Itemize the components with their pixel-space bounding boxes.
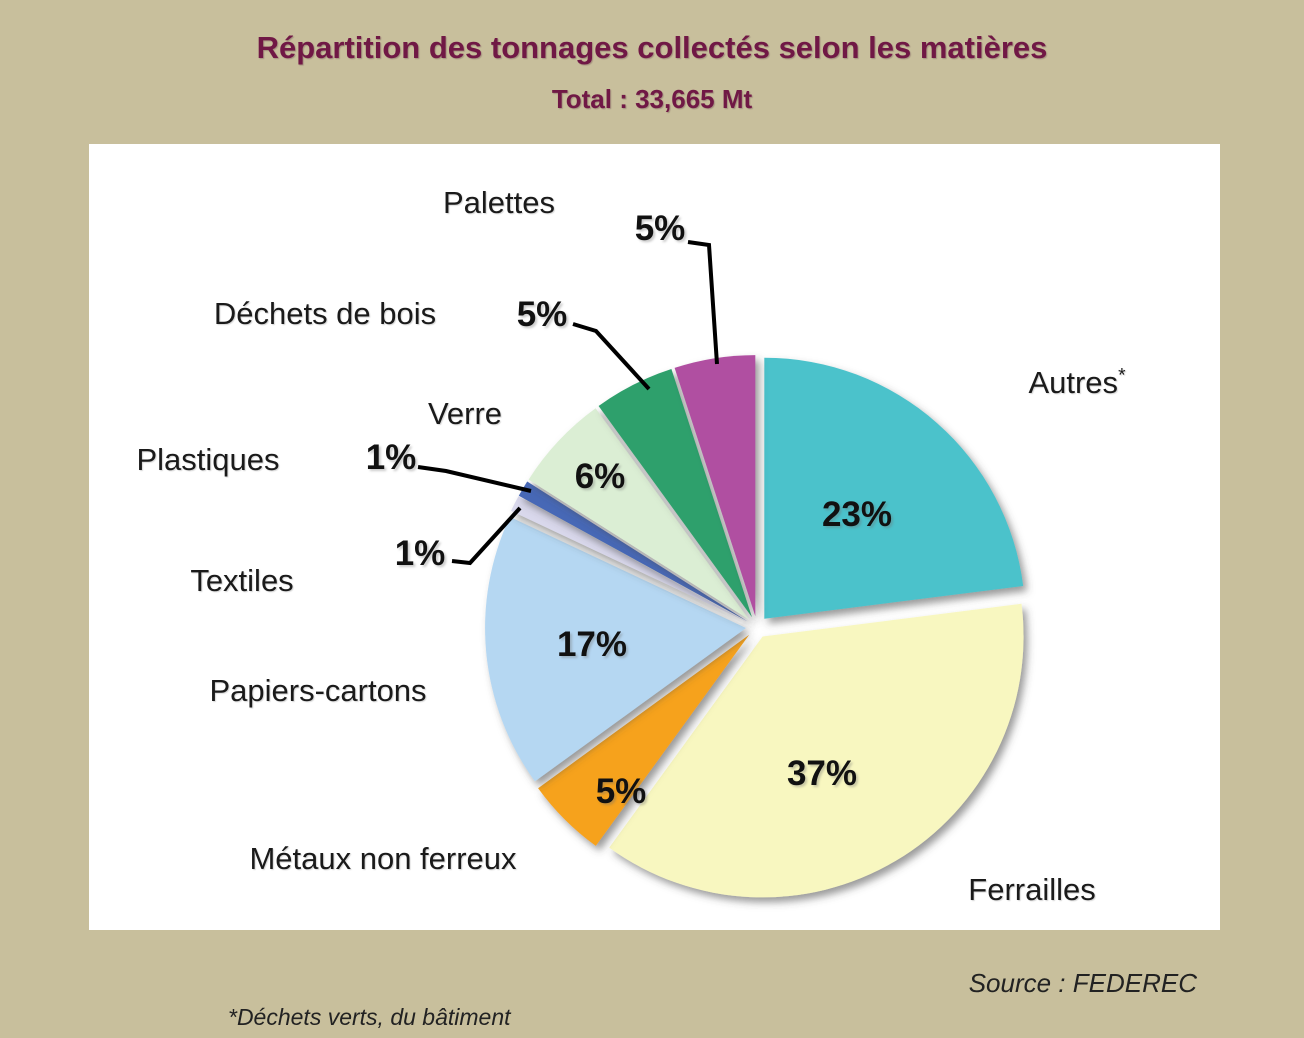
leader-lines — [417, 240, 719, 566]
source-note: Source : FEDEREC — [968, 968, 1197, 998]
pie-slice-autres — [764, 357, 1024, 619]
pie-slice-dechets-de-bois — [598, 369, 752, 618]
pie-slice-palettes — [674, 355, 756, 617]
leader-line-textiles — [451, 506, 522, 566]
pie-slices — [485, 355, 1024, 898]
footnote: *Déchets verts, du bâtiment — [228, 1004, 511, 1030]
leader-line-dechets-de-bois — [572, 322, 651, 391]
pie-slice-plastiques — [518, 481, 748, 622]
pie-slice-verre — [528, 408, 749, 620]
leader-line-palettes — [687, 240, 719, 365]
leader-line-plastiques — [417, 465, 532, 493]
pie-slice-textiles — [511, 496, 748, 622]
chart-title: Répartition des tonnages collectés selon… — [256, 30, 1048, 65]
pie-slice-papiers-cartons — [485, 516, 746, 782]
pie-slice-metaux-non-ferreux — [538, 634, 750, 846]
pie-slice-ferrailles — [609, 603, 1024, 898]
chart-subtitle: Total : 33,665 Mt — [551, 84, 753, 114]
